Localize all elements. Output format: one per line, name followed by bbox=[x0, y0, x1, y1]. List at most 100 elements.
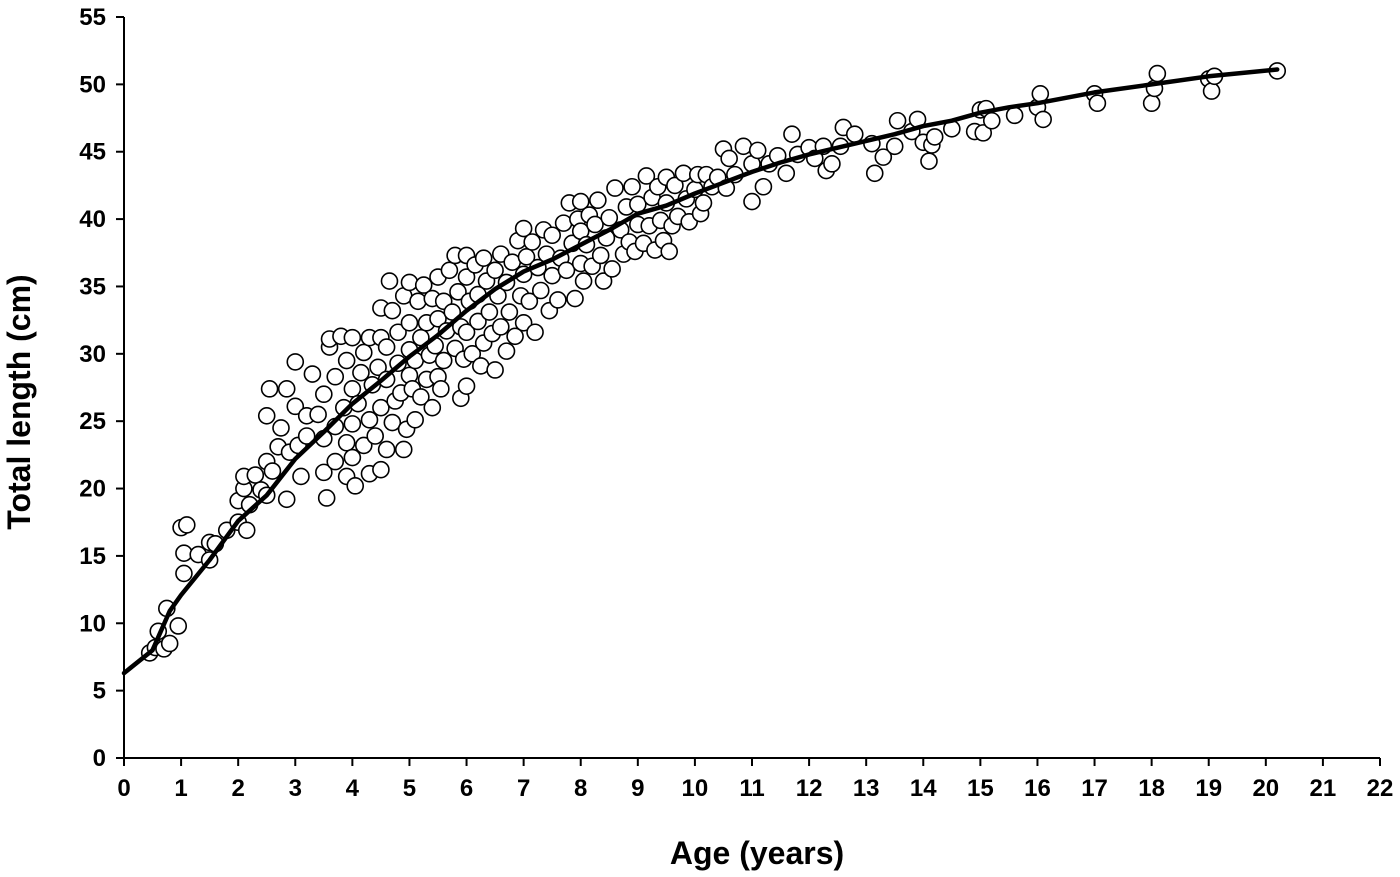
scatter-point bbox=[472, 357, 490, 375]
x-tick-label: 0 bbox=[117, 775, 130, 802]
scatter-point bbox=[589, 191, 607, 210]
scatter-point bbox=[1034, 110, 1052, 129]
scatter-point bbox=[315, 385, 333, 404]
scatter-point bbox=[557, 261, 576, 280]
scatter-point bbox=[754, 177, 773, 196]
scatter-point bbox=[440, 261, 459, 280]
scatter-point bbox=[383, 413, 402, 432]
scatter-point bbox=[337, 351, 356, 370]
x-tick-label: 17 bbox=[1081, 775, 1108, 802]
y-tick-label: 20 bbox=[79, 476, 106, 503]
scatter-point bbox=[783, 125, 801, 144]
scatter-point bbox=[286, 397, 305, 416]
y-tick-label: 15 bbox=[79, 543, 106, 570]
scatter-point bbox=[366, 427, 385, 445]
scatter-point bbox=[178, 516, 196, 534]
scatter-point bbox=[277, 490, 296, 509]
scatter-point bbox=[309, 405, 327, 424]
x-tick-label: 19 bbox=[1195, 775, 1222, 802]
scatter-point bbox=[748, 141, 767, 160]
y-tick-label: 10 bbox=[79, 610, 106, 637]
scatter-point bbox=[409, 292, 427, 311]
scatter-point bbox=[506, 327, 524, 346]
scatter-point bbox=[377, 338, 396, 356]
x-tick-label: 8 bbox=[574, 775, 587, 802]
scatter-point bbox=[303, 365, 322, 383]
scatter-point bbox=[354, 436, 373, 455]
scatter-point bbox=[406, 411, 424, 429]
scatter-point bbox=[246, 466, 265, 484]
scatter-point bbox=[414, 276, 433, 294]
x-tick-label: 12 bbox=[796, 775, 823, 802]
scatter-point bbox=[432, 380, 450, 398]
scatter-point bbox=[360, 411, 379, 429]
scatter-point bbox=[286, 353, 305, 371]
y-tick-label: 25 bbox=[79, 408, 106, 435]
x-tick-label: 10 bbox=[682, 775, 709, 802]
scatter-point bbox=[865, 164, 884, 183]
scatter-point bbox=[603, 260, 621, 278]
scatter-point bbox=[517, 248, 536, 266]
scatter-point bbox=[823, 155, 841, 173]
x-tick-label: 16 bbox=[1024, 775, 1051, 802]
scatter-point bbox=[1202, 82, 1221, 100]
scatter-point bbox=[543, 226, 561, 245]
scatter-point bbox=[720, 149, 738, 168]
scatter-point bbox=[463, 345, 482, 363]
scatter-point bbox=[523, 233, 542, 251]
scatter-point bbox=[343, 415, 362, 433]
x-tick-label: 6 bbox=[460, 775, 473, 802]
fit-line bbox=[121, 67, 1280, 676]
scatter-point bbox=[874, 148, 893, 166]
y-tick-label: 55 bbox=[79, 4, 106, 31]
scatter-point bbox=[429, 309, 447, 328]
scatter-point bbox=[1088, 94, 1107, 113]
scatter-point bbox=[383, 301, 402, 320]
scatter-point bbox=[514, 314, 533, 332]
scatter-point bbox=[526, 323, 544, 342]
y-tick-label: 0 bbox=[93, 745, 106, 772]
scatter-point bbox=[315, 463, 333, 482]
scatter-point bbox=[257, 406, 276, 425]
scatter-point bbox=[277, 380, 296, 398]
scatter-point bbox=[377, 440, 396, 459]
scatter-point bbox=[272, 419, 290, 437]
scatter-series bbox=[140, 62, 1287, 662]
y-tick-label: 50 bbox=[79, 71, 106, 98]
scatter-point bbox=[380, 272, 399, 290]
scatter-point bbox=[606, 179, 624, 197]
scatter-point bbox=[845, 125, 864, 144]
scatter-point bbox=[169, 617, 188, 635]
scatter-point bbox=[571, 192, 590, 211]
scatter-point bbox=[566, 289, 584, 308]
y-tick-label: 35 bbox=[79, 273, 106, 300]
scatter-point bbox=[486, 361, 504, 379]
scatter-point bbox=[449, 283, 467, 301]
scatter-point bbox=[423, 398, 442, 417]
x-tick-label: 13 bbox=[853, 775, 880, 802]
scatter-point bbox=[594, 272, 613, 290]
x-tick-label: 21 bbox=[1310, 775, 1337, 802]
x-tick-label: 20 bbox=[1252, 775, 1279, 802]
x-tick-label: 15 bbox=[967, 775, 994, 802]
x-tick-label: 18 bbox=[1138, 775, 1165, 802]
scatter-point bbox=[352, 363, 370, 382]
scatter-point bbox=[694, 194, 713, 212]
scatter-point bbox=[500, 303, 519, 321]
scatter-point bbox=[660, 242, 679, 261]
scatter-point bbox=[292, 467, 310, 486]
scatter-point bbox=[486, 261, 504, 280]
scatter-point bbox=[457, 268, 476, 286]
y-tick-label: 40 bbox=[79, 206, 106, 233]
scatter-point bbox=[346, 477, 365, 495]
scatter-point bbox=[263, 462, 282, 480]
scatter-point bbox=[554, 214, 573, 232]
scatter-point bbox=[326, 367, 345, 386]
scatter-point bbox=[457, 323, 476, 342]
scatter-point bbox=[354, 343, 373, 362]
x-tick-label: 4 bbox=[346, 775, 360, 802]
scatter-point bbox=[343, 328, 362, 347]
scatter-point bbox=[777, 164, 796, 183]
x-axis-title: Age (years) bbox=[670, 835, 844, 871]
